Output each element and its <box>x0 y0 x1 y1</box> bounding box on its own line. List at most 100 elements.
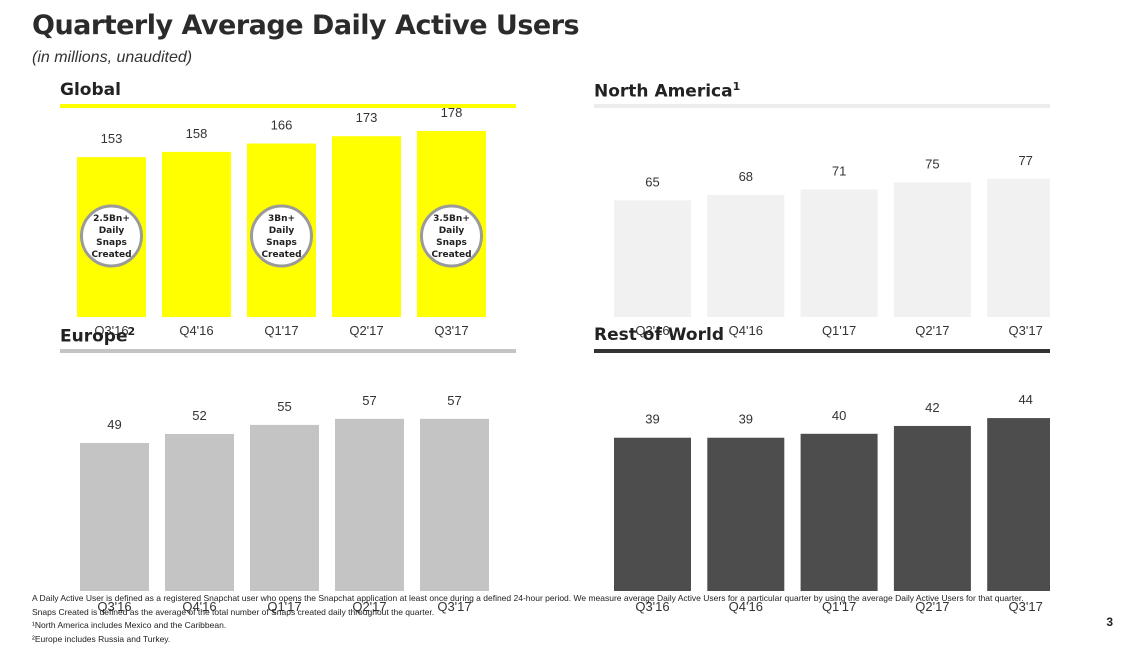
bar-europe-q1-17 <box>250 424 319 591</box>
bar-value-rest-of-world-q4-16: 39 <box>739 412 753 427</box>
bar-value-global-q1-17: 166 <box>271 118 293 133</box>
bar-rest-of-world-q3-16 <box>614 437 691 591</box>
x-tick-rest-of-world-q3-17: Q3'17 <box>1009 599 1043 614</box>
bar-north-america-q1-17 <box>800 189 878 317</box>
bar-value-global-q3-17: 178 <box>441 108 463 120</box>
panel-title-europe: Europe2 <box>60 325 136 347</box>
x-tick-global-q2-17: Q2'17 <box>349 323 383 338</box>
bar-global-q2-17 <box>332 136 401 317</box>
x-tick-north-america-q4-16: Q4'16 <box>729 323 763 338</box>
bar-north-america-q3-17 <box>987 178 1050 317</box>
x-tick-europe-q2-17: Q2'17 <box>352 599 386 614</box>
bar-chart-north-america: 65 Q3'16 68 Q4'16 71 Q1'17 75 Q2'17 77 Q3'17 <box>614 153 1050 338</box>
bar-north-america-q2-17 <box>893 182 971 317</box>
footnote-marker-2: 2 <box>127 325 136 338</box>
bar-value-global-q3-16: 153 <box>101 131 123 146</box>
footnotes: A Daily Active User is defined as a regi… <box>32 592 1132 646</box>
page-title: Quarterly Average Daily Active Users <box>32 10 580 41</box>
x-tick-north-america-q1-17: Q1'17 <box>822 323 856 338</box>
snaps-badge-text: Snaps <box>436 238 467 248</box>
x-tick-rest-of-world-q4-16: Q4'16 <box>729 599 763 614</box>
snaps-badge-text: 3.5Bn+ <box>433 214 470 224</box>
snaps-badge-text: Snaps <box>96 238 127 248</box>
bar-europe-q3-16 <box>80 443 149 591</box>
bar-rest-of-world-q4-16 <box>707 437 785 591</box>
bar-chart-global: 153 Q3'16 158 Q4'16 166 Q1'17 173 Q2'17 178 Q3'17… <box>77 108 486 338</box>
chart-panel-rest-of-world: Rest of World 39 Q3'16 39 Q4'16 40 Q1'17 42 Q2'… <box>594 325 1050 614</box>
bar-rest-of-world-q1-17 <box>800 433 878 591</box>
snaps-badge-circle <box>250 204 313 268</box>
footnote-dau-definition: A Daily Active User is defined as a regi… <box>32 593 1024 603</box>
bar-value-europe-q2-17: 57 <box>362 393 376 408</box>
bar-value-north-america-q4-16: 68 <box>739 169 753 184</box>
bar-north-america-q4-16 <box>707 194 785 317</box>
bar-rest-of-world-q3-17 <box>987 418 1050 591</box>
bar-value-rest-of-world-q2-17: 42 <box>925 400 939 415</box>
bar-value-europe-q3-17: 57 <box>447 393 461 408</box>
snaps-badge-text: Daily <box>99 226 125 236</box>
chart-panel-north-america: North America1 65 Q3'16 68 Q4'16 71 Q1'17 75 Q2… <box>594 80 1050 338</box>
snaps-badge-text: Daily <box>439 226 465 236</box>
snaps-badge-circle <box>420 204 483 268</box>
footnote-north-america: ¹North America includes Mexico and the C… <box>32 620 227 630</box>
panel-rule-rest-of-world <box>594 349 1050 353</box>
x-tick-global-q3-17: Q3'17 <box>434 323 468 338</box>
snaps-badge-q3-17: 3.5Bn+ Daily Snaps Created <box>420 204 483 268</box>
bar-north-america-q3-16 <box>614 200 691 317</box>
x-tick-north-america-q3-16: Q3'16 <box>635 323 669 338</box>
footnote-marker-1: 1 <box>732 80 741 93</box>
snaps-badge-text: Daily <box>269 226 295 236</box>
bar-value-global-q4-16: 158 <box>186 126 208 141</box>
bar-value-europe-q4-16: 52 <box>192 408 206 423</box>
x-tick-europe-q1-17: Q1'17 <box>267 599 301 614</box>
x-tick-europe-q3-17: Q3'17 <box>437 599 471 614</box>
bar-value-europe-q3-16: 49 <box>107 417 121 432</box>
x-tick-global-q1-17: Q1'17 <box>264 323 298 338</box>
x-tick-global-q3-16: Q3'16 <box>94 323 128 338</box>
x-tick-global-q4-16: Q4'16 <box>179 323 213 338</box>
panel-title-global: Global <box>60 80 121 100</box>
snaps-badge-text: Created <box>91 250 131 260</box>
bar-rest-of-world-q2-17 <box>893 425 971 591</box>
panel-rule-europe <box>60 349 516 353</box>
chart-panel-europe: Europe2 49 Q3'16 52 Q4'16 55 Q1'17 57 Q2'17 57 Q3… <box>60 325 516 614</box>
snaps-badge-q1-17: 3Bn+ Daily Snaps Created <box>250 204 313 268</box>
bar-value-rest-of-world-q3-17: 44 <box>1018 392 1032 407</box>
snaps-badge-text: 2.5Bn+ <box>93 214 130 224</box>
snaps-badge-circle <box>80 204 143 268</box>
bar-value-north-america-q3-17: 77 <box>1018 153 1032 168</box>
page-subtitle: (in millions, unaudited) <box>32 49 193 66</box>
bar-europe-q4-16 <box>165 433 234 591</box>
bar-value-rest-of-world-q1-17: 40 <box>832 408 846 423</box>
bar-value-north-america-q2-17: 75 <box>925 156 939 171</box>
x-tick-north-america-q2-17: Q2'17 <box>915 323 949 338</box>
x-tick-north-america-q3-17: Q3'17 <box>1009 323 1043 338</box>
x-tick-rest-of-world-q2-17: Q2'17 <box>915 599 949 614</box>
page-number: 3 <box>1106 615 1113 629</box>
bar-value-north-america-q3-16: 65 <box>645 174 659 189</box>
bar-chart-rest-of-world: 39 Q3'16 39 Q4'16 40 Q1'17 42 Q2'17 44 Q3'17 <box>614 392 1050 614</box>
snaps-badge-text: Snaps <box>266 238 297 248</box>
footnote-europe: ²Europe includes Russia and Turkey. <box>32 633 171 644</box>
bar-value-rest-of-world-q3-16: 39 <box>645 412 659 427</box>
bar-value-europe-q1-17: 55 <box>277 399 291 414</box>
panel-title-north-america: North America1 <box>594 80 741 102</box>
x-tick-europe-q4-16: Q4'16 <box>182 599 216 614</box>
snaps-badge-text: Created <box>261 250 301 260</box>
bar-europe-q2-17 <box>335 418 404 591</box>
bar-europe-q3-17 <box>420 418 489 591</box>
snaps-badge-text: Created <box>431 250 471 260</box>
bar-value-north-america-q1-17: 71 <box>832 164 846 179</box>
panel-title-rest-of-world: Rest of World <box>594 325 724 345</box>
footnote-snaps-definition: Snaps Created is defined as the average … <box>32 606 435 617</box>
snaps-badge-q3-16: 2.5Bn+ Daily Snaps Created <box>80 204 143 268</box>
x-tick-rest-of-world-q3-16: Q3'16 <box>635 599 669 614</box>
x-tick-rest-of-world-q1-17: Q1'17 <box>822 599 856 614</box>
panel-rule-north-america <box>594 104 1050 108</box>
panel-rule-global <box>60 104 516 108</box>
snaps-badge-text: 3Bn+ <box>268 214 295 224</box>
chart-panel-global: Global 153 Q3'16 158 Q4'16 166 Q1'17 173 Q2'17 1… <box>60 80 516 338</box>
x-tick-europe-q3-16: Q3'16 <box>97 599 131 614</box>
bar-chart-europe: 49 Q3'16 52 Q4'16 55 Q1'17 57 Q2'17 57 Q3'17 <box>80 393 489 614</box>
bar-value-global-q2-17: 173 <box>356 110 378 125</box>
